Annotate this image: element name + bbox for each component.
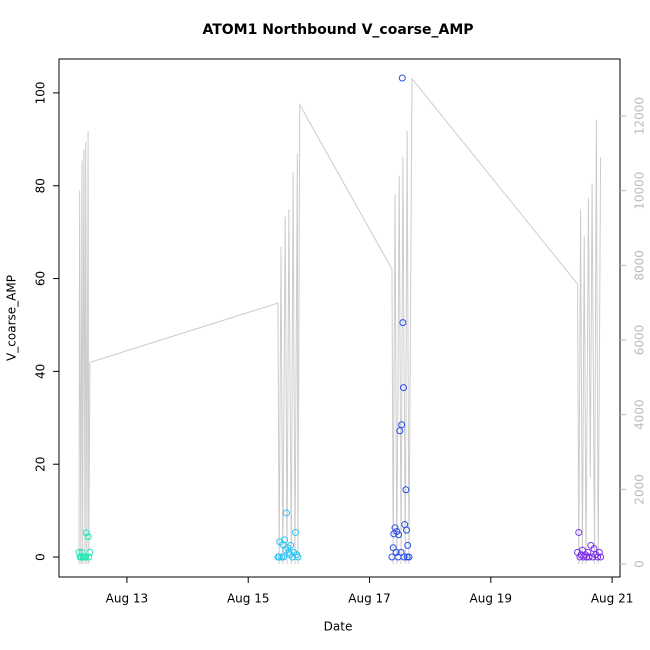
y-tick-label: 40	[34, 364, 48, 379]
point	[292, 528, 300, 536]
point	[287, 541, 295, 549]
point	[86, 548, 94, 556]
point	[402, 486, 410, 494]
point	[403, 526, 411, 534]
plot-frame	[58, 58, 621, 578]
point	[85, 553, 93, 561]
point	[395, 531, 403, 539]
x-tick-label: Aug 19	[470, 592, 513, 606]
point	[595, 548, 603, 556]
point	[585, 553, 593, 561]
point	[84, 533, 92, 541]
point	[77, 553, 85, 561]
y-tick-label: 20	[34, 457, 48, 472]
y-axis-label: V_coarse_AMP	[5, 275, 19, 361]
y2-tick-label: 0	[633, 560, 647, 568]
point	[391, 524, 399, 532]
x-tick-label: Aug 13	[106, 592, 149, 606]
point	[403, 553, 411, 561]
point	[590, 545, 598, 553]
point	[278, 553, 286, 561]
point	[396, 427, 404, 435]
point	[279, 553, 287, 561]
point	[404, 541, 412, 549]
y2-tick-label: 12000	[633, 97, 647, 135]
chart-title: ATOM1 Northbound V_coarse_AMP	[202, 22, 473, 38]
point	[82, 553, 90, 561]
point	[584, 548, 592, 556]
x-tick-label: Aug 21	[591, 592, 634, 606]
point	[82, 529, 90, 537]
point	[405, 553, 413, 561]
point	[282, 509, 290, 517]
point	[575, 528, 583, 536]
point	[392, 548, 400, 556]
point	[400, 553, 408, 561]
point	[281, 536, 289, 544]
point	[398, 421, 406, 429]
point	[294, 553, 302, 561]
y2-tick-label: 6000	[633, 325, 647, 356]
x-axis-label: Date	[324, 620, 353, 634]
y-tick-label: 80	[34, 178, 48, 193]
x-tick-label: Aug 15	[227, 592, 270, 606]
point	[399, 319, 407, 327]
x-tick-label: Aug 17	[348, 592, 391, 606]
point	[398, 74, 406, 82]
point	[597, 553, 605, 561]
point	[286, 551, 294, 559]
y2-tick-label: 10000	[633, 172, 647, 210]
y-tick-label: 100	[34, 81, 48, 104]
y2-tick-label: 4000	[633, 399, 647, 430]
point	[399, 384, 407, 392]
line-series	[78, 77, 602, 565]
point	[279, 541, 287, 549]
y-tick-label: 60	[34, 271, 48, 286]
y2-tick-label: 2000	[633, 474, 647, 505]
point	[594, 553, 602, 561]
y-tick-label: 0	[34, 553, 48, 561]
point	[275, 553, 283, 561]
y2-tick-label: 8000	[633, 250, 647, 281]
